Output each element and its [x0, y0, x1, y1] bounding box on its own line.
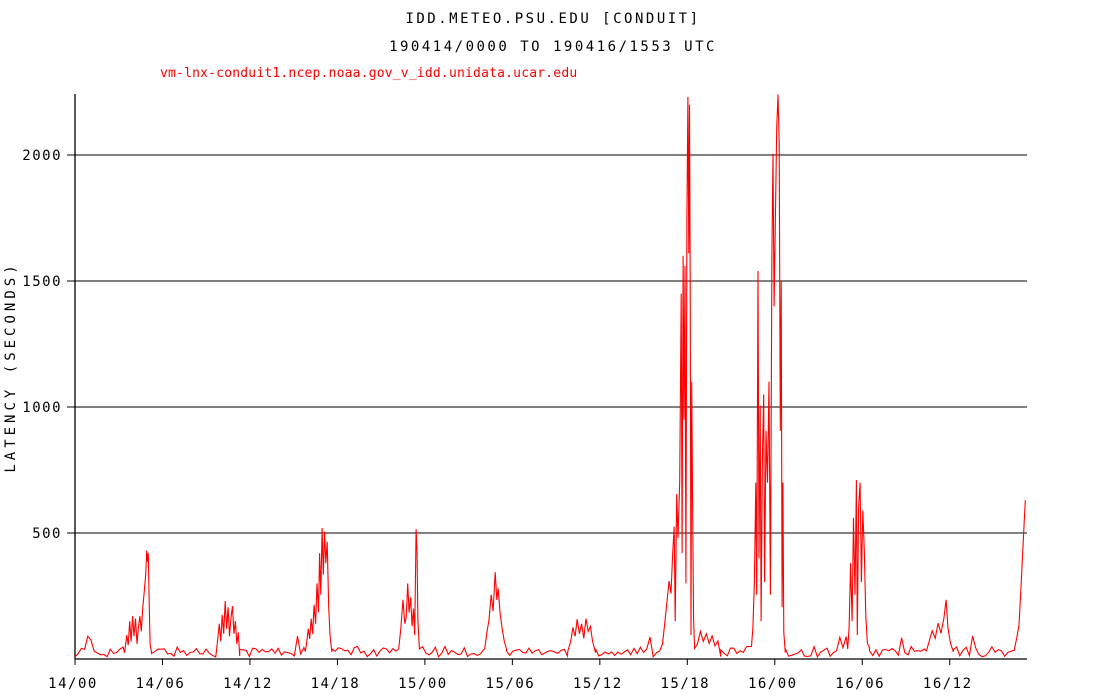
x-tick-label: 14/00	[48, 676, 98, 692]
y-tick-label: 1500	[22, 274, 62, 290]
latency-series-line	[74, 94, 1026, 659]
x-tick-label: 14/18	[311, 676, 361, 692]
y-tick-label: 1000	[22, 400, 62, 416]
chart-title: IDD.METEO.PSU.EDU [CONDUIT]	[405, 11, 701, 27]
x-tick-label: 16/00	[748, 676, 798, 692]
legend-label: vm-lnx-conduit1.ncep.noaa.gov_v_idd.unid…	[160, 66, 578, 81]
x-tick-label: 16/06	[835, 676, 885, 692]
chart-subtitle: 190414/0000 TO 190416/1553 UTC	[389, 39, 717, 55]
x-tick-label: 16/12	[923, 676, 973, 692]
x-tick-label: 15/12	[573, 676, 623, 692]
x-tick-label: 14/06	[136, 676, 186, 692]
x-tick-label: 15/18	[660, 676, 710, 692]
x-tick-label: 14/12	[223, 676, 273, 692]
x-tick-label: 15/00	[398, 676, 448, 692]
y-tick-label: 2000	[22, 148, 62, 164]
x-tick-label: 15/06	[486, 676, 536, 692]
y-tick-label: 500	[32, 526, 62, 542]
